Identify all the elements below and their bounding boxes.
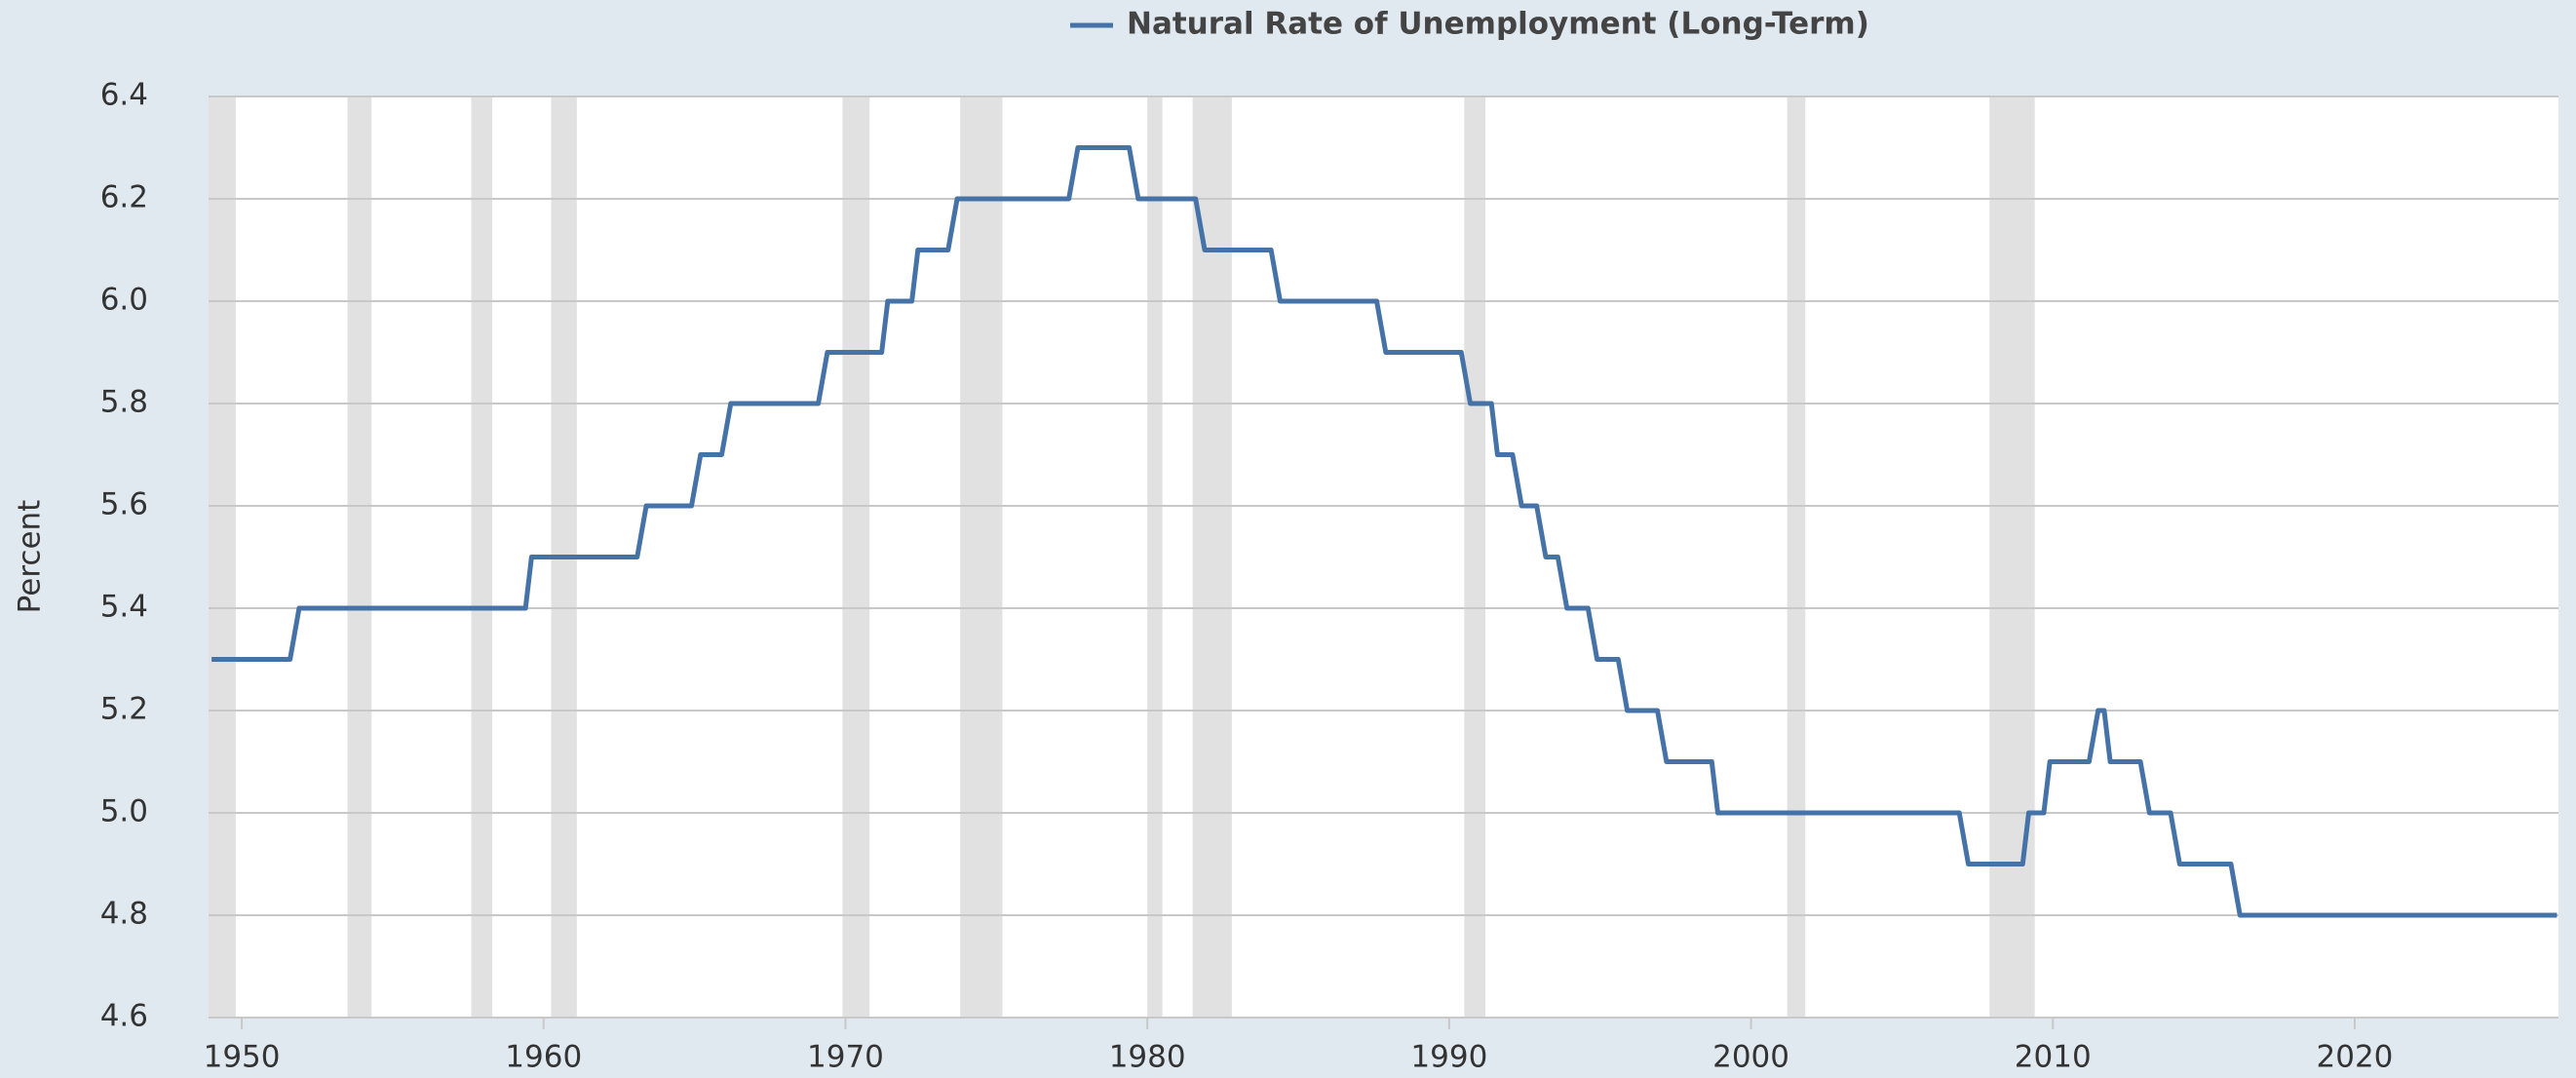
shaded-period (842, 96, 870, 1018)
shaded-period (347, 96, 372, 1018)
shaded-period (1192, 96, 1232, 1018)
x-tick-label: 2000 (1712, 1040, 1789, 1075)
shaded-period (1147, 96, 1163, 1018)
x-tick-label: 2020 (2317, 1040, 2394, 1075)
x-tick-label: 1990 (1410, 1040, 1487, 1075)
x-tick-label: 2010 (2015, 1040, 2092, 1075)
y-tick-label: 4.6 (100, 999, 148, 1034)
y-tick-label: 5.8 (100, 385, 148, 420)
y-axis-label: Percent (13, 500, 48, 614)
y-tick-label: 5.4 (100, 590, 148, 625)
shaded-period (960, 96, 1003, 1018)
x-tick-label: 1970 (807, 1040, 884, 1075)
y-tick-label: 5.6 (100, 487, 148, 522)
y-tick-label: 6.2 (100, 180, 148, 215)
x-tick-label: 1950 (204, 1040, 281, 1075)
shaded-period (1787, 96, 1806, 1018)
y-tick-label: 4.8 (100, 897, 148, 932)
x-tick-label: 1960 (505, 1040, 582, 1075)
shaded-period (1464, 96, 1486, 1018)
series-line (211, 145, 2557, 918)
y-tick-label: 5.0 (100, 794, 148, 829)
y-tick-label: 6.4 (100, 78, 148, 113)
legend-label: Natural Rate of Unemployment (Long-Term) (1127, 7, 1869, 42)
y-tick-label: 5.2 (100, 692, 148, 727)
shaded-period (1989, 96, 2035, 1018)
x-tick-label: 1980 (1109, 1040, 1186, 1075)
shaded-period (471, 96, 493, 1018)
y-tick-label: 6.0 (100, 283, 148, 318)
shaded-period (209, 96, 236, 1018)
